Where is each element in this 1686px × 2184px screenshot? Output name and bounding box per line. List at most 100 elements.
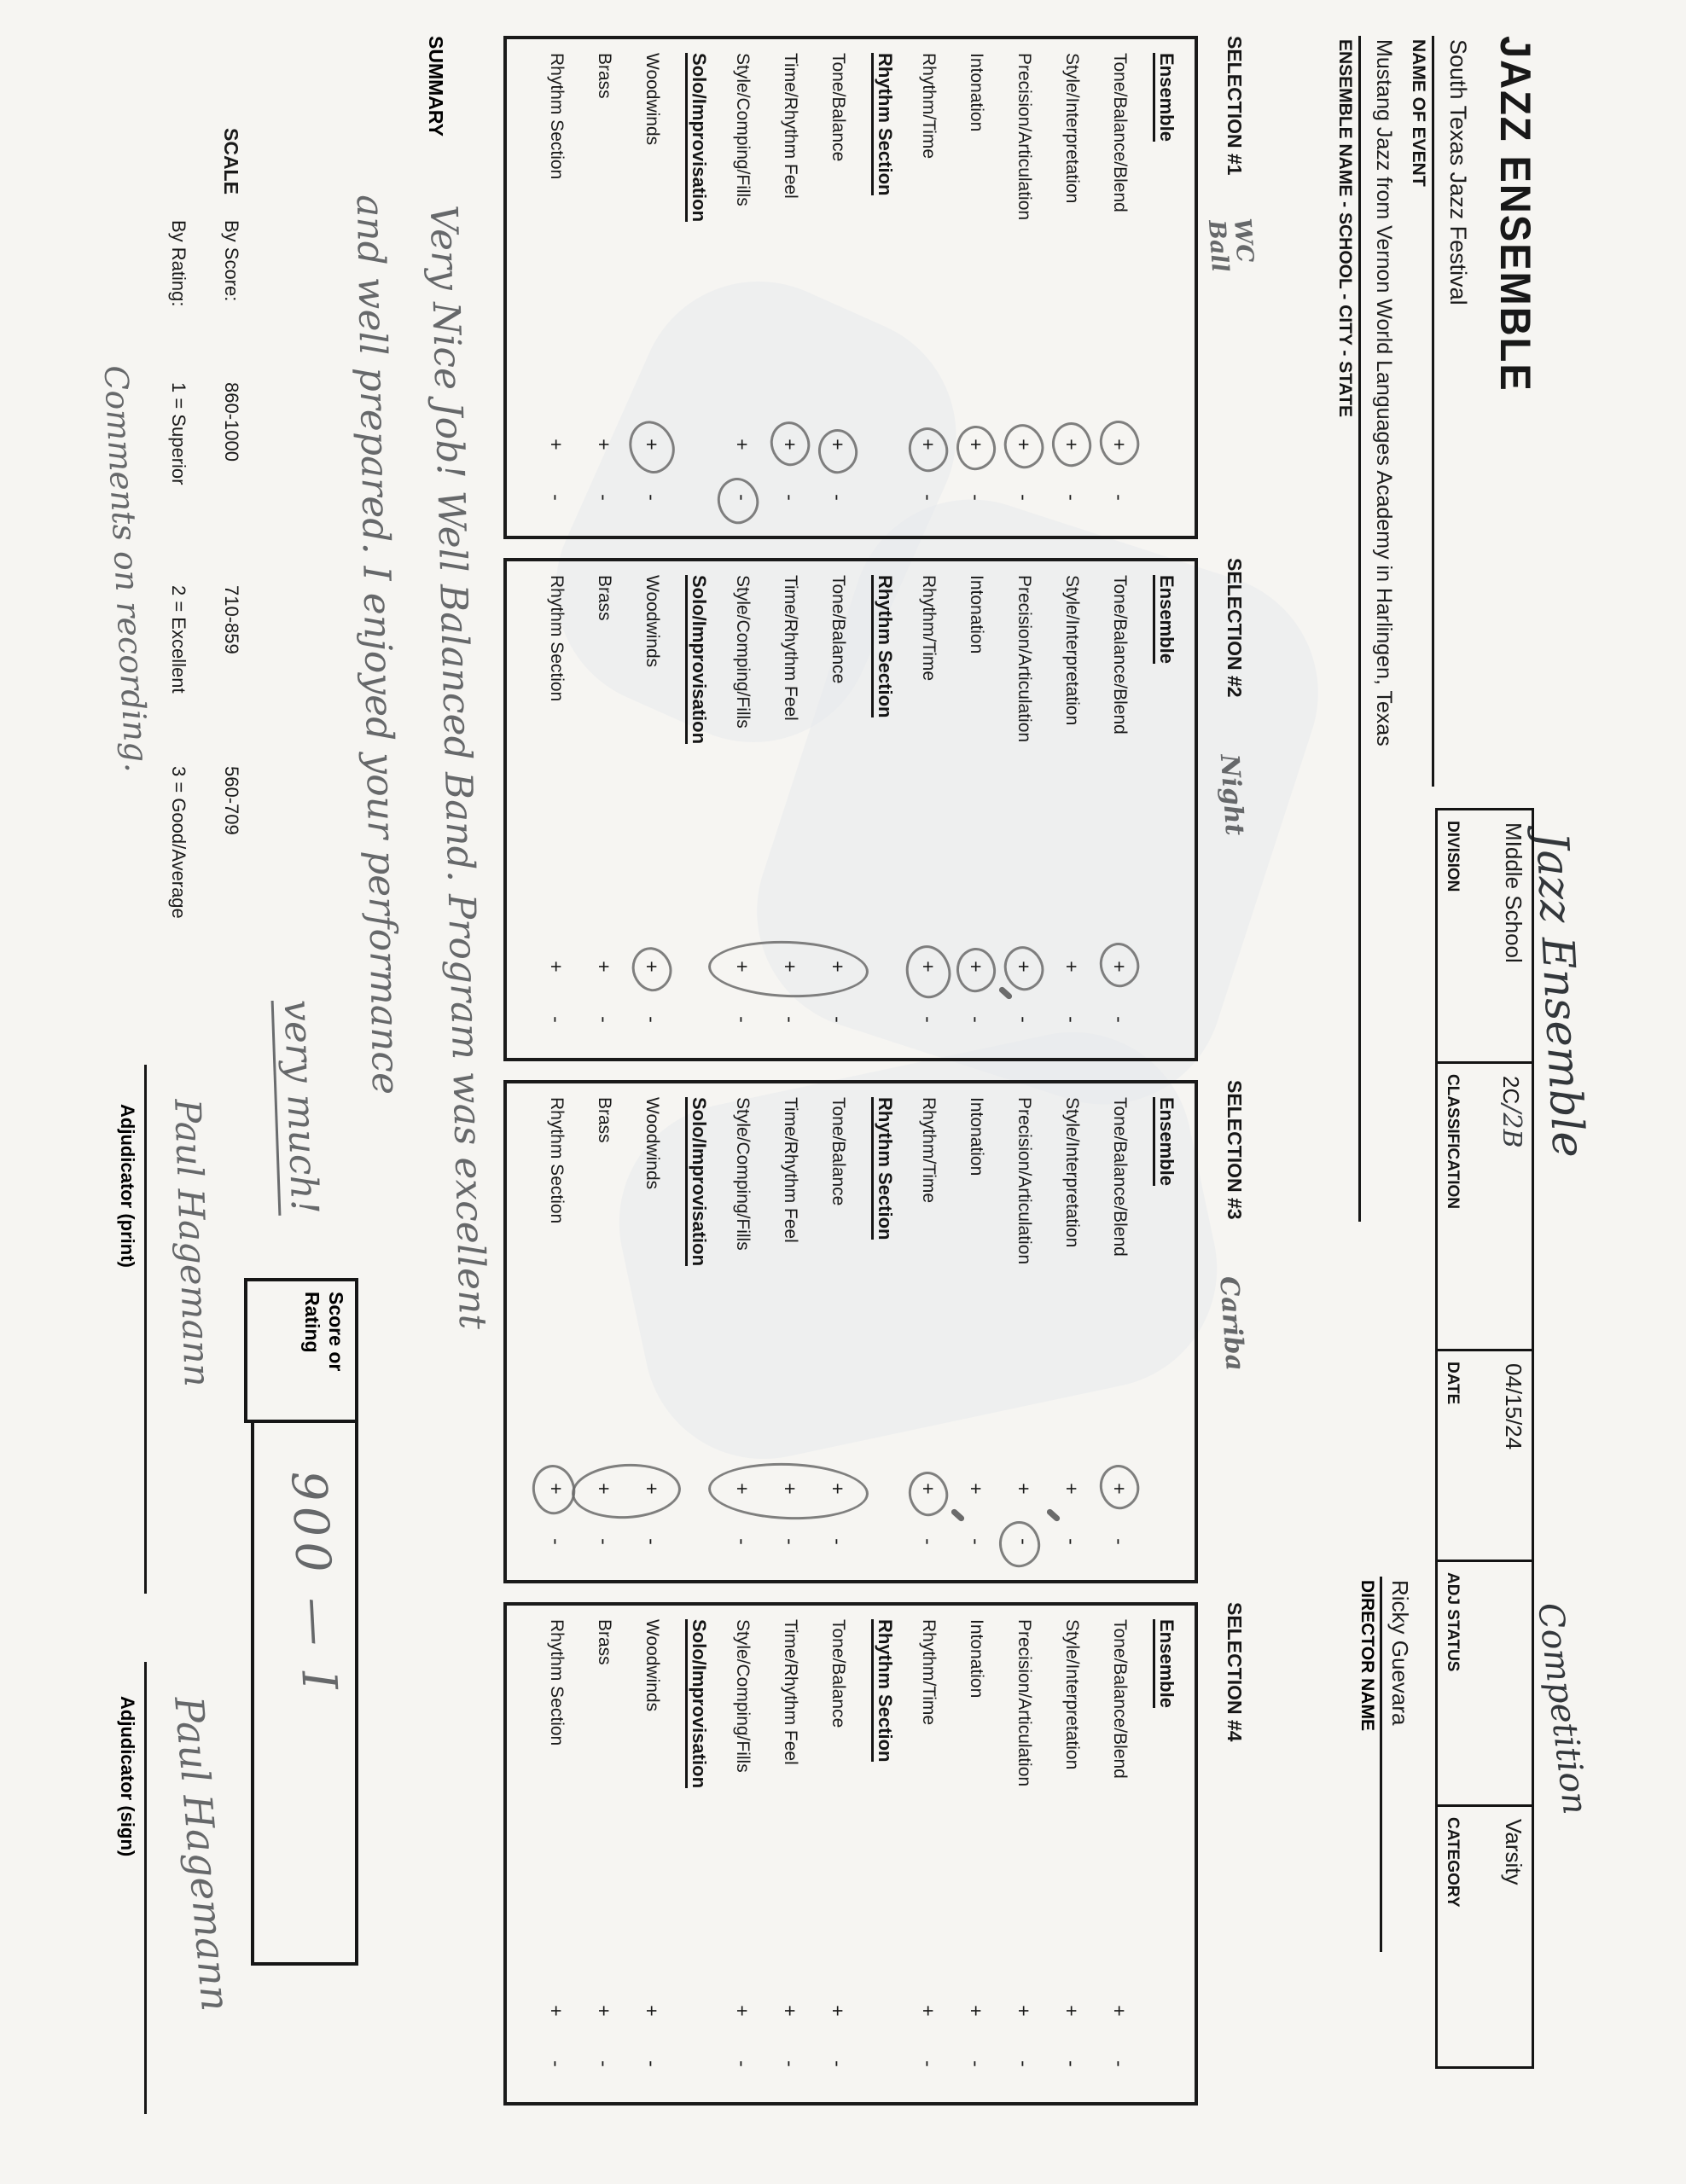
minus-mark: - — [545, 1538, 568, 1545]
criterion-label: Rhythm Section — [547, 575, 567, 702]
field-box-division: MIddle School DIVISION — [1435, 808, 1534, 1064]
criterion-label: Brass — [595, 1619, 614, 1665]
criterion-label: Rhythm Section — [547, 1097, 567, 1224]
handwritten-comments-note: Comments on recording. — [96, 364, 156, 774]
plus-mark: + — [731, 439, 754, 450]
criterion-row: Style/Interpretation + - — [1048, 575, 1096, 1046]
criterion-label: Tone/Balance — [828, 53, 848, 162]
plus-mark: + — [1013, 1483, 1036, 1495]
minus-mark: - — [917, 1538, 940, 1545]
field-value: MIddle School — [1501, 822, 1526, 963]
handwritten-song-title: Night — [1213, 752, 1250, 837]
criterion-label: Time/Rhythm Feel — [781, 1097, 800, 1243]
minus-mark: - — [641, 1538, 664, 1545]
minus-mark: - — [731, 1016, 754, 1023]
ensemble-underline — [1358, 36, 1361, 1222]
handwritten-adjudicator-signature: Paul Hagemann — [165, 1694, 240, 2013]
plus-mark: + — [827, 2005, 850, 2017]
group-header: Ensemble — [1143, 1619, 1186, 2090]
criterion-row: Style/Interpretation + - — [1048, 1619, 1096, 2090]
minus-mark: - — [827, 494, 850, 501]
criterion-label: Precision/Articulation — [1015, 1619, 1034, 1787]
criterion-row: Precision/Articulation + - — [1000, 1619, 1048, 2090]
handwritten-song-title: Cariba — [1213, 1275, 1250, 1372]
scale-spacer — [167, 128, 189, 220]
rating-grid: Ensemble Tone/Balance/Blend + - Style/Interp… — [503, 1080, 1198, 1583]
minus-mark: - — [779, 1016, 802, 1023]
selection-block-2: SELECTION #2 Night Ensemble Tone/Balance/Bl… — [503, 558, 1250, 1061]
criterion-label: Tone/Balance/Blend — [1110, 575, 1130, 735]
criterion-label: Time/Rhythm Feel — [781, 1619, 800, 1765]
handwritten-adjudicator-print-name: Paul Hagemann — [166, 1098, 218, 1388]
field-label: CLASSIFICATION — [1444, 1074, 1462, 1209]
criterion-label: Brass — [595, 575, 614, 621]
field-handwritten-addition: /2B — [1497, 1104, 1526, 1148]
plus-mark: + — [965, 1483, 988, 1495]
group-header: Rhythm Section — [862, 1619, 904, 2090]
summary-label: SUMMARY — [425, 36, 447, 136]
adjudicator-print-label: Adjudicator (print) — [117, 1104, 138, 1268]
handwritten-summary-line2: and well prepared. I enjoyed your perfor… — [347, 194, 408, 1095]
adjudicator-sign-line — [144, 1662, 147, 2114]
scale-by-rating: By Rating: — [168, 220, 189, 307]
minus-mark: - — [545, 1016, 568, 1023]
group-header: Rhythm Section — [862, 53, 904, 524]
criterion-label: Style/Interpretation — [1062, 1097, 1082, 1248]
form-title: JAZZ ENSEMBLE — [1491, 36, 1540, 392]
plus-mark: + — [1061, 1483, 1084, 1495]
criterion-row: Style/Interpretation + - — [1048, 1097, 1096, 1568]
field-label: ADJ STATUS — [1444, 1572, 1462, 1672]
criterion-row: Style/Comping/Fills + - — [718, 53, 766, 524]
criterion-label: Tone/Balance — [828, 575, 848, 684]
minus-mark: - — [779, 1538, 802, 1545]
criterion-label: Woodwinds — [642, 1619, 662, 1712]
plus-mark: + — [545, 961, 568, 973]
criterion-label: Time/Rhythm Feel — [781, 575, 800, 721]
plus-mark: + — [731, 2005, 754, 2017]
minus-mark: - — [593, 1016, 616, 1023]
criterion-row: Rhythm/Time + - — [904, 1619, 952, 2090]
field-value: 2C/2B — [1497, 1076, 1526, 1148]
criterion-label: Style/Interpretation — [1062, 53, 1082, 204]
selection-block-4: SELECTION #4 Ensemble Tone/Balance/Blend + -… — [503, 1602, 1246, 2106]
criterion-label: Tone/Balance — [828, 1097, 848, 1206]
adjudicator-print-line — [144, 1065, 147, 1594]
minus-mark: - — [1013, 494, 1036, 501]
minus-mark: - — [731, 2060, 754, 2067]
minus-mark: - — [1061, 1538, 1084, 1545]
criterion-row: Rhythm Section + - — [532, 1619, 580, 2090]
minus-mark: - — [593, 2060, 616, 2067]
field-box-date: 04/15/24 DATE — [1435, 1349, 1534, 1562]
selection-title: SELECTION #3 Cariba — [1213, 1080, 1250, 1372]
director-name-value: Ricky Guevara — [1387, 1580, 1413, 1726]
field-box-category: Varsity CATEGORY — [1435, 1804, 1534, 2069]
criterion-row: Brass + - — [580, 575, 628, 1046]
handwritten-competition: Competition — [1529, 1600, 1596, 1817]
field-label: DATE — [1444, 1362, 1462, 1405]
minus-mark: - — [1108, 2060, 1131, 2067]
minus-mark: - — [779, 2060, 802, 2067]
selection-title: SELECTION #4 — [1224, 1602, 1246, 1742]
scale-rating-2: 2 = Excellent — [168, 585, 189, 694]
group-header: Rhythm Section — [862, 575, 904, 1046]
criterion-label: Woodwinds — [642, 53, 662, 146]
field-value: Varsity — [1501, 1819, 1526, 1885]
scale-rating-row: By Rating: 1 = Superior 2 = Excellent 3 … — [167, 128, 189, 919]
minus-mark: - — [827, 1538, 850, 1545]
plus-mark: + — [1013, 2005, 1036, 2017]
minus-mark: - — [965, 494, 988, 501]
field-label: CATEGORY — [1444, 1817, 1462, 1908]
scale-label: SCALE — [220, 128, 242, 195]
scale-score-3: 560-709 — [221, 766, 242, 835]
minus-mark: - — [641, 2060, 664, 2067]
event-underline — [1432, 36, 1434, 787]
handwritten-song-title: WC Ball — [1202, 217, 1259, 273]
criterion-label: Tone/Balance/Blend — [1110, 1619, 1130, 1779]
minus-mark: - — [641, 1016, 664, 1023]
plus-mark: + — [1061, 2005, 1084, 2017]
event-name-label: NAME OF EVENT — [1409, 39, 1428, 187]
criterion-row: Precision/Articulation + - — [1000, 1097, 1048, 1568]
criterion-row: Tone/Balance/Blend + - — [1096, 1619, 1143, 2090]
criterion-label: Precision/Articulation — [1015, 1097, 1034, 1265]
criterion-row: Style/Comping/Fills + - — [718, 1619, 766, 2090]
